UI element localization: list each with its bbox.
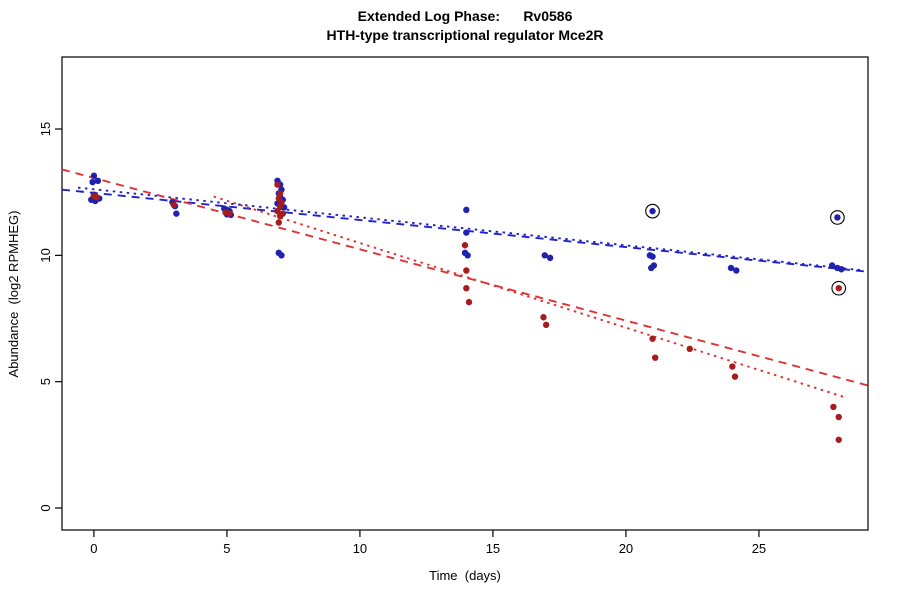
data-point-condition-red <box>274 181 281 188</box>
data-point-condition-blue <box>463 229 470 236</box>
data-point-condition-blue <box>278 252 285 259</box>
trend-line-red-dashed <box>61 168 869 387</box>
data-point-condition-red <box>276 212 284 220</box>
trend-line-blue-dashed <box>61 188 869 273</box>
x-tick-label: 20 <box>619 541 633 556</box>
outlier-point-condition-blue <box>834 214 841 221</box>
data-point-condition-red <box>93 194 100 201</box>
outlier-ring <box>830 210 845 225</box>
data-point-condition-blue <box>648 264 655 272</box>
x-tick-label: 5 <box>223 541 230 556</box>
data-point-condition-red <box>540 314 547 321</box>
data-point-condition-blue <box>173 210 180 217</box>
outlier-ring <box>645 203 660 219</box>
data-point-condition-blue <box>546 254 554 262</box>
plot-border <box>61 56 869 531</box>
data-point-condition-blue <box>94 177 102 185</box>
x-axis-label: Time (days) <box>429 568 501 583</box>
data-point-condition-red <box>465 298 473 306</box>
trend-line-blue-dotted <box>77 186 861 271</box>
data-point-condition-blue <box>464 252 471 259</box>
x-tick-label: 0 <box>90 541 97 556</box>
data-point-condition-red <box>463 284 470 292</box>
y-tick-label: 0 <box>38 504 53 511</box>
y-tick-label: 10 <box>38 248 53 262</box>
data-point-condition-red <box>835 413 842 421</box>
chart-subtitle: HTH-type transcriptional regulator Mce2R <box>326 27 604 43</box>
data-point-condition-blue <box>90 172 98 179</box>
x-tick-label: 10 <box>353 541 367 556</box>
data-point-condition-red <box>276 190 284 197</box>
data-point-condition-red <box>649 335 656 342</box>
trend-line-red-dotted <box>213 195 848 399</box>
y-tick-label: 5 <box>38 378 53 385</box>
data-point-condition-blue <box>463 206 470 214</box>
data-point-condition-red <box>226 210 233 217</box>
data-point-condition-red <box>170 201 177 209</box>
data-point-condition-red <box>729 363 736 370</box>
data-point-condition-red <box>830 403 837 411</box>
data-point-condition-red <box>274 207 281 215</box>
outlier-point-condition-red <box>835 284 842 292</box>
x-tick-label: 15 <box>486 541 500 556</box>
data-point-condition-blue <box>733 267 740 274</box>
data-point-condition-blue <box>649 253 656 260</box>
data-point-condition-red <box>731 373 739 380</box>
data-point-condition-red <box>651 354 659 361</box>
y-tick-label: 15 <box>38 122 53 136</box>
data-point-condition-red <box>686 345 693 353</box>
data-point-condition-red <box>463 267 470 274</box>
data-point-condition-red <box>461 242 469 249</box>
data-point-condition-red <box>275 219 282 226</box>
data-point-condition-blue <box>838 266 845 273</box>
data-point-condition-blue <box>828 262 836 269</box>
chart-title: Extended Log Phase: Rv0586 <box>357 8 573 24</box>
data-point-condition-red <box>835 436 842 443</box>
outlier-point-condition-blue <box>649 207 656 215</box>
data-point-condition-blue <box>727 264 735 272</box>
outlier-ring <box>831 280 847 296</box>
data-point-condition-red <box>542 321 550 329</box>
y-axis-label: Abundance (log2 RPMHEG) <box>6 210 21 378</box>
data-point-condition-blue <box>89 178 96 186</box>
data-point-condition-blue <box>541 252 549 259</box>
x-tick-label: 25 <box>752 541 766 556</box>
data-point-condition-red <box>276 202 284 210</box>
